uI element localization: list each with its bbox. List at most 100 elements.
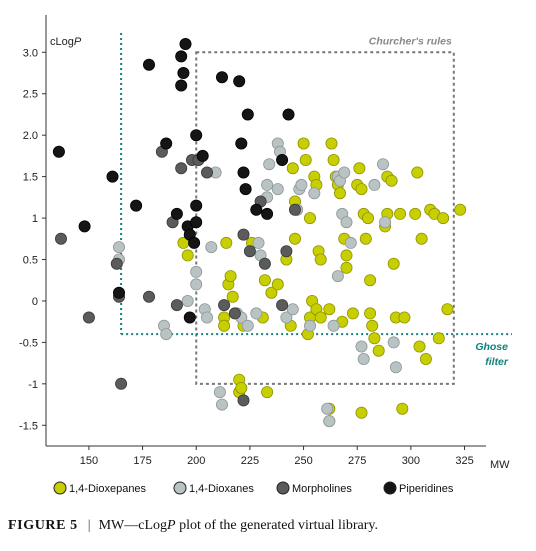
point-1-4-dioxanes — [160, 328, 173, 341]
point-1-4-dioxepanes — [226, 290, 239, 303]
legend: 1,4-Dioxepanes 1,4-Dioxanes Morpholines Pip… — [53, 481, 454, 495]
point-morpholines — [280, 245, 293, 258]
point-morpholines — [82, 311, 95, 324]
point-morpholines — [237, 228, 250, 241]
point-1-4-dioxanes — [286, 303, 299, 316]
point-1-4-dioxepanes — [409, 207, 422, 220]
point-piperidines — [106, 170, 119, 183]
legend-label-1-4-dioxanes: 1,4-Dioxanes — [189, 483, 254, 495]
point-1-4-dioxepanes — [323, 303, 336, 316]
x-tick-label: 175 — [133, 455, 151, 467]
point-1-4-dioxanes — [263, 158, 276, 171]
point-1-4-dioxanes — [323, 415, 336, 428]
point-1-4-dioxepanes — [220, 236, 233, 249]
point-1-4-dioxepanes — [437, 212, 450, 225]
point-piperidines — [52, 145, 65, 158]
point-1-4-dioxepanes — [265, 286, 278, 299]
point-1-4-dioxanes — [387, 336, 400, 349]
point-morpholines — [237, 394, 250, 407]
point-1-4-dioxepanes — [314, 311, 327, 324]
data-points — [52, 38, 467, 428]
caption-italic-p: P — [167, 518, 176, 533]
x-tick-label: 150 — [80, 455, 98, 467]
point-1-4-dioxepanes — [364, 307, 377, 320]
point-1-4-dioxanes — [340, 216, 353, 229]
churcher-rules-label: Churcher's rules — [369, 35, 452, 47]
point-morpholines — [115, 377, 128, 390]
y-tick-label: 2.0 — [23, 130, 38, 142]
x-tick-label: 225 — [241, 455, 259, 467]
point-1-4-dioxepanes — [413, 340, 426, 353]
point-1-4-dioxanes — [376, 158, 389, 171]
point-1-4-dioxepanes — [353, 162, 366, 175]
point-piperidines — [175, 50, 188, 63]
point-1-4-dioxanes — [261, 178, 274, 191]
y-axis-title: cLogP — [50, 36, 82, 48]
point-1-4-dioxepanes — [419, 352, 432, 365]
point-morpholines — [175, 162, 188, 175]
point-piperidines — [233, 75, 246, 88]
point-piperidines — [215, 71, 228, 84]
point-morpholines — [228, 307, 241, 320]
x-tick-label: 275 — [348, 455, 366, 467]
point-1-4-dioxepanes — [271, 278, 284, 291]
point-1-4-dioxepanes — [286, 162, 299, 175]
legend-label-1-4-dioxepanes: 1,4-Dioxepanes — [69, 483, 147, 495]
point-1-4-dioxepanes — [327, 153, 340, 166]
point-1-4-dioxepanes — [372, 344, 385, 357]
figure-label: FIGURE 5 — [8, 518, 78, 533]
point-1-4-dioxanes — [327, 319, 340, 332]
point-piperidines — [142, 58, 155, 71]
caption-text: MW—cLog — [98, 518, 167, 533]
y-tick-label: -1.5 — [19, 420, 38, 432]
point-1-4-dioxepanes — [432, 332, 445, 345]
point-1-4-dioxepanes — [346, 307, 359, 320]
y-tick-label: 0.5 — [23, 255, 38, 267]
point-1-4-dioxepanes — [303, 212, 316, 225]
point-1-4-dioxepanes — [398, 311, 411, 324]
point-1-4-dioxepanes — [181, 249, 194, 262]
ghose-filter-label: Ghose — [475, 341, 508, 353]
x-tick-label: 300 — [402, 455, 420, 467]
point-piperidines — [276, 153, 289, 166]
figure-caption: FIGURE 5 | MW—cLogP plot of the generated … — [8, 518, 378, 534]
point-1-4-dioxanes — [113, 241, 126, 254]
point-1-4-dioxepanes — [411, 166, 424, 179]
point-1-4-dioxepanes — [261, 386, 274, 399]
legend-marker-1-4-dioxanes — [173, 481, 187, 495]
point-1-4-dioxanes — [379, 216, 392, 229]
point-1-4-dioxanes — [213, 386, 226, 399]
point-1-4-dioxepanes — [299, 153, 312, 166]
point-1-4-dioxepanes — [235, 381, 248, 394]
point-1-4-dioxepanes — [454, 203, 467, 216]
point-morpholines — [258, 257, 271, 270]
x-axis-title: MW — [490, 459, 510, 471]
point-1-4-dioxanes — [252, 236, 265, 249]
point-1-4-dioxepanes — [441, 303, 454, 316]
point-1-4-dioxanes — [181, 294, 194, 307]
y-ticks: 3.0 2.5 2.0 1.5 1 0.5 0 -0.5 -1 -1.5 — [19, 47, 46, 432]
point-1-4-dioxepanes — [361, 212, 374, 225]
point-piperidines — [190, 199, 203, 212]
point-1-4-dioxanes — [357, 352, 370, 365]
point-piperidines — [177, 67, 190, 80]
legend-marker-1-4-dioxepanes — [53, 481, 67, 495]
point-1-4-dioxanes — [190, 265, 203, 278]
point-1-4-dioxanes — [205, 241, 218, 254]
point-piperidines — [183, 311, 196, 324]
point-piperidines — [188, 236, 201, 249]
point-morpholines — [243, 245, 256, 258]
legend-marker-piperidines — [383, 481, 397, 495]
caption-text-end: plot of the generated virtual library. — [175, 518, 378, 533]
point-1-4-dioxanes — [271, 183, 284, 196]
legend-label-morpholines: Morpholines — [292, 483, 352, 495]
point-piperidines — [130, 199, 143, 212]
point-1-4-dioxanes — [303, 319, 316, 332]
point-1-4-dioxanes — [295, 178, 308, 191]
point-piperidines — [175, 79, 188, 92]
point-piperidines — [237, 166, 250, 179]
y-tick-label: 1.5 — [23, 172, 38, 184]
point-1-4-dioxepanes — [325, 137, 338, 150]
point-1-4-dioxepanes — [288, 232, 301, 245]
point-1-4-dioxepanes — [224, 270, 237, 283]
